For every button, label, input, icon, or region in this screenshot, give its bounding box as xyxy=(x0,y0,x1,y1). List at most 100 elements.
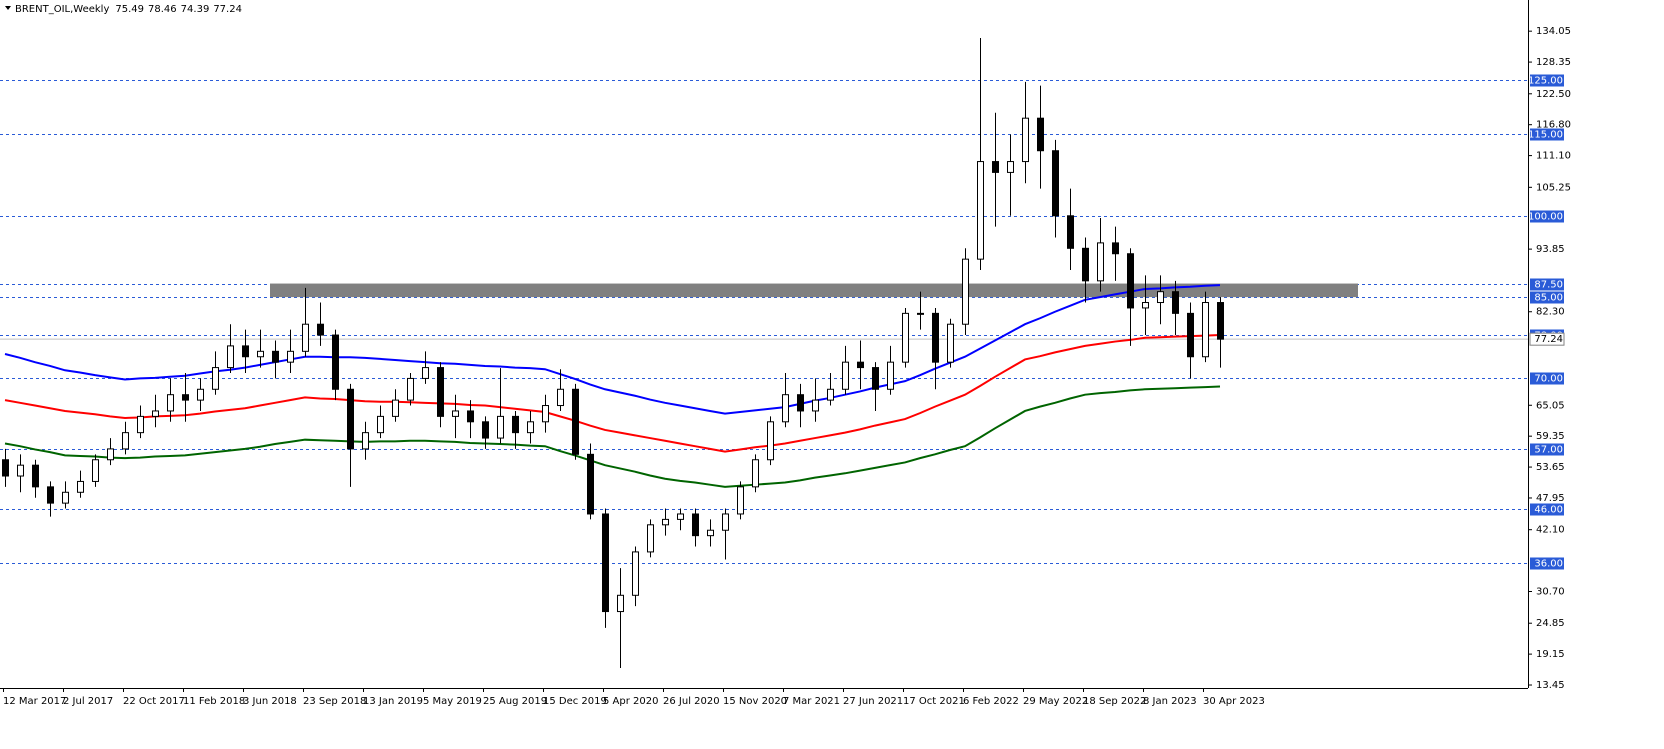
candle-body xyxy=(827,388,834,401)
header-ohlc-value: 74.39 xyxy=(181,4,210,15)
candles-layer xyxy=(2,37,1224,668)
candle-body xyxy=(992,161,999,173)
candle-body xyxy=(227,345,234,369)
candle-body xyxy=(152,410,159,417)
header-ohlc-value: 75.49 xyxy=(115,4,144,15)
candle-body xyxy=(1022,117,1029,163)
candle-body xyxy=(947,323,954,363)
candle-body xyxy=(857,361,864,369)
menu-triangle[interactable] xyxy=(5,6,11,10)
candle-body xyxy=(347,388,354,450)
level-label-box xyxy=(1530,372,1564,385)
candle-body xyxy=(617,594,624,613)
candle-body xyxy=(812,399,819,412)
level-label-box xyxy=(1530,443,1564,456)
level-label-box xyxy=(1530,291,1564,304)
x-tick-label: 2 Jul 2017 xyxy=(63,696,113,707)
x-tick-label: 3 Jun 2018 xyxy=(243,696,297,707)
x-tick-label: 13 Jan 2019 xyxy=(363,696,423,707)
candle-body xyxy=(977,161,984,260)
x-tick-label: 11 Feb 2018 xyxy=(183,696,245,707)
candle-body xyxy=(77,480,84,493)
candle-body xyxy=(842,361,849,390)
candle-body xyxy=(1142,302,1149,309)
candle-body xyxy=(602,513,609,613)
levels-layer xyxy=(0,80,1528,564)
x-tick-label: 22 Oct 2017 xyxy=(123,696,185,707)
moving-average-line xyxy=(4,334,1221,453)
candle-body xyxy=(692,513,699,537)
candle-body xyxy=(332,334,339,390)
candle-body xyxy=(707,529,714,537)
candle-body xyxy=(1082,247,1089,282)
moving-average-line xyxy=(4,385,1221,488)
header-ohlc-value: 77.24 xyxy=(213,4,242,15)
x-tick-label: 5 Apr 2020 xyxy=(603,696,658,707)
candle-body xyxy=(572,388,579,455)
y-tick-label: 105.25 xyxy=(1536,182,1571,193)
level-label: 85.00 xyxy=(1534,293,1563,304)
candle-body xyxy=(767,421,774,461)
candle-body xyxy=(512,415,519,434)
candle-body xyxy=(662,518,669,526)
level-label: 115.00 xyxy=(1528,130,1563,141)
candle-body xyxy=(917,312,924,315)
y-tick-label: 47.95 xyxy=(1536,493,1565,504)
candle-body xyxy=(137,415,144,434)
header-ohlc-value: 78.46 xyxy=(148,4,177,15)
candle-body xyxy=(797,394,804,412)
candle-body xyxy=(722,513,729,531)
y-tick-label: 134.05 xyxy=(1536,26,1571,37)
current-price-label: 77.24 xyxy=(1534,334,1563,345)
candle-body xyxy=(872,367,879,390)
x-tick-label: 27 Jun 2021 xyxy=(843,696,903,707)
y-tick-label: 30.70 xyxy=(1536,586,1565,597)
candle-body xyxy=(377,415,384,434)
candle-body xyxy=(1127,253,1134,309)
candle-body xyxy=(257,350,264,358)
candle-body xyxy=(17,464,24,477)
candle-body xyxy=(392,399,399,417)
candle-body xyxy=(467,410,474,423)
candle-body xyxy=(1037,117,1044,152)
candle-body xyxy=(1052,150,1059,217)
candle-body xyxy=(647,524,654,553)
y-tick-label: 53.65 xyxy=(1536,462,1565,473)
candle-body xyxy=(287,350,294,363)
candle-body xyxy=(932,312,939,363)
candle-body xyxy=(587,453,594,515)
x-tick-label: 15 Dec 2019 xyxy=(543,696,607,707)
level-label: 125.00 xyxy=(1528,76,1563,87)
y-tick-label: 42.10 xyxy=(1536,525,1565,536)
level-label-box xyxy=(1530,503,1564,516)
candle-body xyxy=(1007,161,1014,173)
x-tick-label: 17 Oct 2021 xyxy=(903,696,965,707)
candle-body xyxy=(47,486,54,504)
candle-body xyxy=(302,323,309,352)
candle-body xyxy=(677,513,684,520)
x-tick-label: 5 May 2019 xyxy=(423,696,482,707)
candle-body xyxy=(272,350,279,363)
current-price-box xyxy=(1529,332,1565,346)
symbol-title: BRENT_OIL,Weekly xyxy=(15,4,109,15)
y-tick-label: 111.10 xyxy=(1536,151,1571,162)
candle-body xyxy=(737,486,744,515)
candle-body xyxy=(482,421,489,439)
y-tick-label: 65.05 xyxy=(1536,400,1565,411)
x-tick-label: 25 Aug 2019 xyxy=(483,696,547,707)
x-tick-label: 15 Nov 2020 xyxy=(723,696,787,707)
level-label-box xyxy=(1530,128,1564,141)
level-label: 100.00 xyxy=(1528,212,1563,223)
level-label: 36.00 xyxy=(1534,559,1563,570)
level-label-box xyxy=(1530,74,1564,87)
candle-body xyxy=(542,405,549,423)
y-tick-label: 13.45 xyxy=(1536,680,1565,691)
candle-body xyxy=(557,388,564,407)
x-tick-label: 30 Apr 2023 xyxy=(1203,696,1265,707)
candle-body xyxy=(212,367,219,390)
candle-body xyxy=(32,464,39,488)
y-tick-label: 19.15 xyxy=(1536,649,1565,660)
